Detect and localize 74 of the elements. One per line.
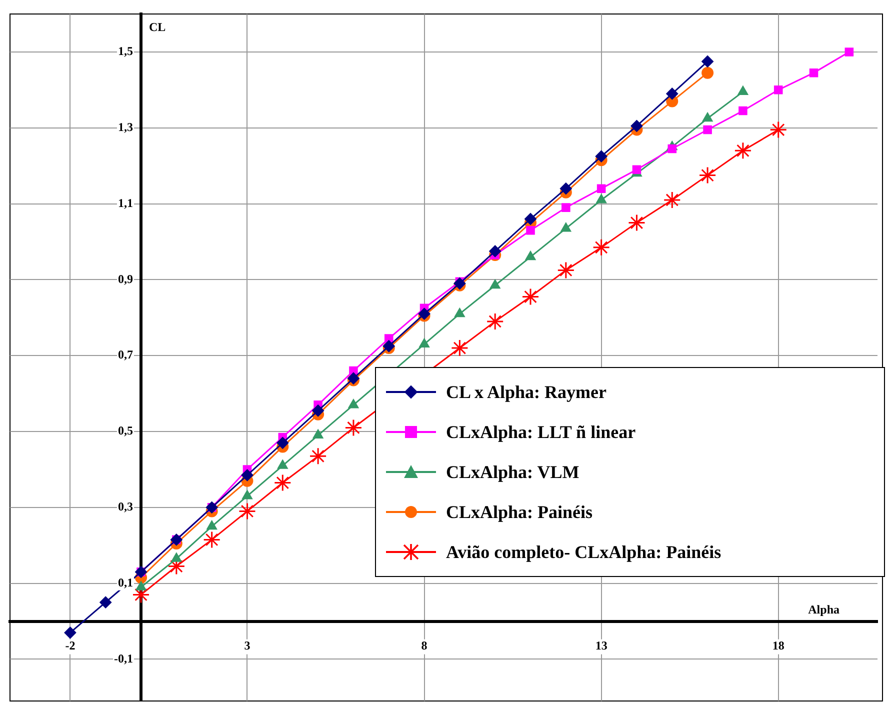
point	[596, 194, 607, 204]
point	[64, 626, 76, 639]
point	[560, 182, 572, 195]
point	[206, 520, 218, 530]
point	[774, 86, 783, 94]
y-tick-label: 0,9	[118, 272, 134, 286]
point	[702, 55, 714, 68]
y-tick-label: 1,5	[118, 44, 134, 58]
x-tick-label: 8	[421, 638, 428, 652]
x-axis-title: Alpha	[808, 602, 840, 616]
point	[666, 88, 678, 100]
y-tick-label: 0,3	[118, 500, 134, 514]
point	[562, 203, 570, 212]
point	[738, 86, 748, 96]
y-tick-label: 0,1	[118, 575, 134, 590]
point	[702, 66, 714, 79]
legend-label: CLxAlpha: LLT ñ linear	[446, 422, 636, 442]
point	[309, 447, 327, 465]
y-tick-label: 0,7	[118, 348, 134, 362]
point	[595, 150, 608, 162]
x-tick-label: 18	[772, 638, 784, 652]
y-tick-label: 1,3	[118, 120, 134, 134]
legend-label: CLxAlpha: Painéis	[446, 502, 593, 522]
point	[596, 184, 606, 193]
point	[486, 312, 504, 330]
point	[489, 245, 502, 258]
point	[241, 469, 254, 482]
point	[630, 120, 643, 132]
x-tick-label: 13	[595, 638, 608, 652]
point	[344, 418, 362, 436]
point	[809, 68, 818, 78]
point	[738, 106, 748, 116]
y-axis-title: CL	[149, 20, 166, 34]
point	[238, 502, 256, 520]
point	[702, 112, 713, 122]
point	[592, 238, 610, 256]
point	[312, 404, 324, 417]
x-tick-label: 3	[244, 638, 250, 652]
point	[632, 165, 642, 174]
point	[450, 339, 468, 357]
y-tick-label: -0,1	[114, 651, 134, 666]
y-tick-label: 0,5	[118, 424, 134, 438]
legend-label: CL x Alpha: Raymer	[446, 382, 607, 402]
point	[526, 226, 535, 235]
point	[698, 166, 716, 184]
point	[348, 398, 359, 408]
point	[242, 490, 252, 500]
point	[136, 581, 146, 590]
point	[557, 261, 575, 279]
point	[419, 338, 430, 348]
x-tick-label: -2	[65, 638, 76, 652]
legend-label: Avião completo- CLxAlpha: Painéis	[446, 542, 722, 562]
point	[560, 222, 572, 232]
point	[274, 474, 292, 492]
point	[770, 121, 788, 139]
point	[454, 308, 465, 318]
y-tick-label: 1,1	[118, 196, 134, 210]
point	[490, 279, 500, 289]
point	[525, 250, 536, 260]
point	[100, 596, 112, 608]
point	[628, 214, 646, 232]
point	[844, 48, 854, 56]
point	[734, 142, 752, 160]
point	[668, 144, 677, 154]
point	[663, 191, 681, 209]
point	[171, 552, 182, 562]
point	[522, 288, 540, 306]
legend-label: CLxAlpha: VLM	[446, 462, 580, 482]
point	[276, 436, 289, 449]
point	[703, 125, 712, 134]
point	[203, 530, 221, 548]
point	[312, 429, 324, 439]
point	[524, 212, 536, 225]
point	[277, 460, 288, 469]
